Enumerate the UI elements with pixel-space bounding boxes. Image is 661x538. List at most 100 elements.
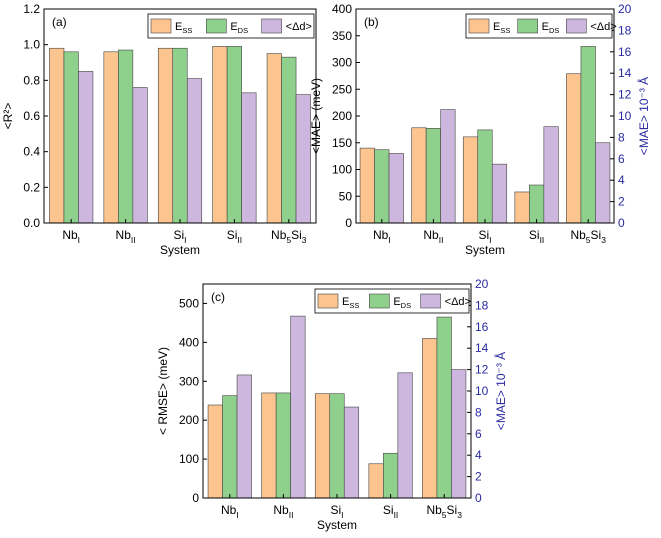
y-axis-label: < RMSE> (meV) (156, 347, 170, 435)
bar-eds-5 (436, 316, 452, 499)
y2-tick-label: 16 (618, 45, 632, 59)
legend-swatch (261, 18, 282, 34)
bar-ess-2 (261, 392, 277, 499)
y-tick-label: 400 (332, 2, 352, 16)
x-tick-label: Nb5Si3 (271, 228, 307, 245)
bar-d-5 (595, 142, 611, 224)
x-axis-label: System (160, 243, 200, 257)
y-axis-label: <R²> (1, 103, 15, 130)
y2-tick-label: 6 (475, 427, 482, 441)
y2-tick-label: 18 (618, 23, 632, 37)
bar-d-1 (78, 71, 94, 224)
legend: ESS EDS <Δd> (465, 13, 617, 39)
bar-ess-4 (514, 191, 530, 224)
chart-panel-3: 0 100 200 300 400 500 0 2 4 6 8 10 12 14 16 18 20 <MAE> 1… (156, 277, 508, 532)
chart-panel-2: 0 50 100 150 200 250 300 350 400 0 2 4 6 8 10 12 14 16 18 2… (309, 2, 651, 257)
x-tick-label: NbI (62, 228, 80, 245)
panel-label: (b) (364, 15, 379, 29)
bar-ess-1 (359, 147, 375, 224)
y2-tick-label: 12 (475, 363, 489, 377)
y-tick-label: 0.0 (23, 216, 40, 230)
bar-ess-4 (368, 463, 384, 499)
legend-label: ESS (493, 21, 510, 35)
y-tick-label: 50 (339, 189, 353, 203)
legend-swatch (420, 293, 441, 309)
y2-tick-label: 4 (618, 173, 625, 187)
bar-ess-2 (103, 51, 119, 224)
y2-tick-label: 8 (475, 405, 482, 419)
x-tick-label: SiII (529, 228, 544, 245)
x-tick-label: SiII (383, 503, 398, 520)
bar-eds-4 (226, 46, 242, 224)
y-axis-label: <MAE> (meV) (309, 78, 323, 154)
x-tick-label: NbI (373, 228, 391, 245)
x-tick-label: SiI (330, 503, 343, 520)
chart-panel-1: 0.0 0.2 0.4 0.6 0.8 1.0 1.2 NbI NbII SiI SiII Nb5Si… (1, 2, 317, 257)
y2-tick-label: 14 (618, 66, 632, 80)
y2-tick-label: 14 (475, 341, 489, 355)
legend-label: ESS (175, 21, 192, 35)
bar-d-1 (388, 153, 404, 224)
bar-ess-2 (411, 127, 427, 224)
y2-tick-label: 20 (618, 2, 632, 16)
y-tick-label: 1.0 (23, 38, 40, 52)
bar-d-3 (491, 163, 508, 224)
bar-eds-2 (425, 128, 441, 224)
y2-tick-label: 4 (475, 448, 482, 462)
panel-label: (c) (211, 290, 225, 304)
y2-tick-label: 12 (618, 88, 632, 102)
bar-d-1 (236, 374, 252, 499)
y-tick-label: 200 (332, 109, 352, 123)
bar-ess-3 (314, 393, 331, 499)
bar-d-4 (241, 92, 257, 224)
bar-d-2 (132, 87, 148, 224)
x-tick-label: Nb5Si3 (426, 503, 462, 520)
legend: ESS EDS <Δd> (314, 288, 471, 314)
y-tick-label: 300 (332, 56, 352, 70)
bar-ess-5 (566, 73, 582, 224)
legend: ESS EDS <Δd> (147, 13, 315, 39)
legend-label: EDS (542, 21, 560, 35)
x-tick-label: SiII (227, 228, 242, 245)
legend-swatch (566, 18, 587, 34)
legend-swatch (317, 293, 339, 309)
legend-label: <Δd> (445, 296, 471, 308)
y-tick-label: 150 (332, 136, 352, 150)
bar-eds-1 (374, 149, 390, 224)
y2-tick-label: 10 (475, 384, 489, 398)
y-tick-label: 400 (179, 335, 199, 349)
y-tick-label: 250 (332, 82, 352, 96)
bar-ess-5 (422, 338, 438, 499)
bar-eds-2 (118, 49, 134, 224)
y-tick-label: 350 (332, 29, 352, 43)
bar-ess-1 (207, 404, 223, 499)
legend-label: <Δd> (286, 21, 312, 33)
y-tick-label: 0 (345, 216, 352, 230)
legend-box (465, 13, 613, 39)
legend-box (314, 288, 470, 314)
bar-eds-5 (580, 46, 596, 224)
y2-axis-label: <MAE> 10⁻³ Å (636, 77, 651, 155)
legend-swatch (468, 18, 490, 34)
y-tick-label: 200 (179, 413, 199, 427)
bar-eds-3 (172, 47, 188, 224)
x-tick-label: NbI (221, 503, 239, 520)
x-tick-label: NbII (423, 228, 443, 245)
y2-tick-label: 10 (618, 109, 632, 123)
x-tick-label: Nb5Si3 (570, 228, 606, 245)
bar-d-2 (440, 109, 456, 224)
bar-d-5 (451, 369, 467, 499)
legend-swatch (206, 18, 227, 34)
bar-ess-3 (462, 136, 479, 224)
y-tick-label: 0.4 (23, 145, 40, 159)
y2-tick-label: 20 (475, 277, 489, 291)
y2-tick-label: 18 (475, 298, 489, 312)
x-tick-label: SiI (173, 228, 186, 245)
y2-tick-label: 0 (475, 491, 482, 505)
legend-label: EDS (393, 296, 411, 310)
bar-d-4 (397, 372, 413, 499)
bar-eds-5 (281, 56, 297, 224)
bar-eds-3 (477, 129, 493, 224)
bar-eds-1 (63, 51, 79, 224)
